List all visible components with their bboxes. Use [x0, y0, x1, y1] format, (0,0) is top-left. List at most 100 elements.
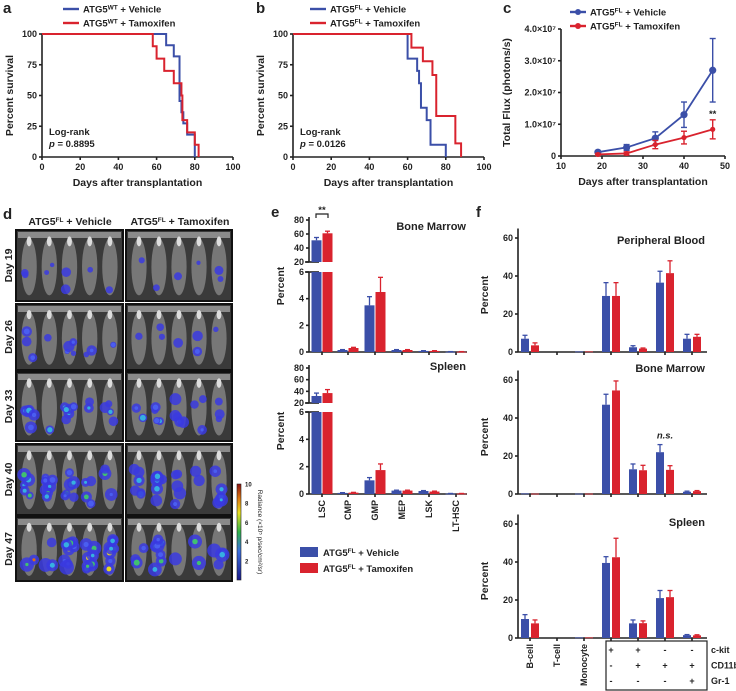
- mouse-head: [216, 522, 222, 532]
- marker-sign: +: [635, 661, 640, 671]
- x-tick-label: 40: [679, 161, 689, 171]
- signal-hotspot: [30, 355, 36, 361]
- mouse-head: [26, 236, 32, 247]
- data-point: [681, 134, 687, 141]
- bar: [629, 347, 637, 352]
- signal-hotspot: [196, 560, 202, 566]
- marker-name: c-kit: [711, 645, 730, 655]
- signal-hotspot: [25, 562, 29, 567]
- mouse-head: [26, 309, 32, 320]
- y-tick-label: 100: [273, 29, 288, 39]
- bar: [311, 272, 322, 352]
- panel-title: Bone Marrow: [396, 221, 466, 233]
- mouse-head: [196, 450, 202, 461]
- y-tick-label: 60: [503, 375, 513, 385]
- bar: [683, 338, 691, 352]
- mouse: [102, 311, 118, 365]
- y-tick-label: 6: [299, 407, 304, 417]
- legend-swatch: [300, 563, 318, 573]
- bar: [337, 350, 348, 352]
- image-tamoxifen-day-19: [125, 229, 233, 302]
- marker-sign: +: [689, 661, 694, 671]
- bar: [364, 480, 375, 494]
- bioluminescence-signal: [190, 465, 202, 477]
- signal-hotspot: [219, 498, 223, 502]
- bioluminescence-signal: [133, 466, 145, 478]
- cage-bar: [18, 374, 121, 380]
- row-label-day: Day 19: [3, 248, 15, 282]
- mouse: [102, 452, 118, 510]
- signal-hotspot: [32, 558, 36, 562]
- mouse-head: [136, 378, 142, 388]
- cage-bar: [18, 306, 121, 312]
- mouse: [21, 238, 37, 296]
- cage-bar: [128, 232, 230, 238]
- mouse: [41, 238, 57, 296]
- bioluminescence-signal: [193, 474, 205, 487]
- y-tick-label: 0: [32, 152, 37, 162]
- colorbar-tick-label: 10: [245, 483, 252, 489]
- signal-hotspot: [27, 493, 32, 498]
- bioluminescence-signal: [138, 257, 145, 264]
- mouse: [82, 311, 98, 365]
- bar: [429, 491, 440, 494]
- signal-hotspot: [158, 552, 164, 558]
- data-point: [595, 151, 601, 158]
- bioluminescence-signal: [59, 560, 74, 575]
- marker-sign: +: [635, 645, 640, 655]
- signal-hotspot: [90, 553, 95, 558]
- significance-label: **: [709, 109, 717, 120]
- y-tick-label: 20: [503, 451, 513, 461]
- legend-label: ATG5WT + Vehicle: [83, 4, 161, 16]
- chart-a-survival: 0 20 40 60 80 100 0 25 50 75 100 Days after transpl…: [4, 4, 241, 189]
- mouse-head: [26, 378, 32, 388]
- bioluminescence-signal: [158, 333, 165, 340]
- signal-hotspot: [22, 488, 27, 493]
- signal-hotspot: [139, 414, 146, 421]
- annotation-test: Log-rank: [300, 127, 341, 138]
- legend-label: ATG5WT + Tamoxifen: [83, 18, 176, 30]
- bar: [311, 412, 322, 494]
- image-tamoxifen-day-26: [125, 303, 233, 371]
- chart-f-lineages: 0 20 40 60 Peripheral Blood Percent 0 20 40 60 Bon…: [479, 228, 736, 691]
- mouse-head: [46, 522, 52, 532]
- bioluminescence-signal: [192, 330, 203, 342]
- bar: [575, 351, 583, 353]
- bar: [337, 492, 348, 494]
- signal-hotspot: [158, 558, 164, 564]
- mouse-head: [46, 309, 52, 320]
- y-tick-label: 75: [27, 60, 37, 70]
- bar: [683, 635, 691, 638]
- bioluminescence-signal: [87, 266, 94, 273]
- y-tick-label: 80: [294, 363, 304, 373]
- chart-b-survival: 0 20 40 60 80 100 0 25 50 75 100 Days after transpl…: [255, 4, 492, 189]
- bar: [585, 351, 593, 353]
- bar: [629, 469, 637, 494]
- cage-bar: [128, 306, 230, 312]
- y-tick-label: 60: [503, 519, 513, 529]
- bar: [602, 562, 610, 638]
- bar: [575, 493, 583, 495]
- y-axis-label: Percent: [479, 417, 491, 456]
- signal-hotspot: [219, 487, 224, 492]
- legend-label: ATG5FL + Vehicle: [330, 4, 406, 16]
- signal-hotspot: [110, 538, 115, 544]
- y-axis-label: Percent: [479, 561, 491, 600]
- chart-c-total-flux: 10 20 30 40 50 0 1.0×10⁷ 2.0×10⁷ 3.0×10⁷ 4.0×10⁷ D…: [501, 7, 730, 188]
- image-tamoxifen-day-47: [125, 516, 233, 582]
- mouse-head: [196, 378, 202, 388]
- annotation-test: Log-rank: [49, 127, 90, 138]
- bioluminescence-signal: [169, 393, 182, 406]
- mouse-head: [46, 378, 52, 388]
- colorbar-tick-label: 6: [245, 521, 249, 527]
- mouse-head: [156, 309, 162, 320]
- bar-panel-spleen: 0 20 40 60 Spleen Percent: [479, 514, 707, 643]
- signal-hotspot: [43, 478, 48, 483]
- y-axis-label: Percent: [275, 266, 287, 305]
- signal-hotspot: [71, 480, 76, 485]
- y-tick-label: 0: [283, 152, 288, 162]
- bioluminescence-signal: [152, 284, 160, 292]
- mouse-head: [156, 450, 162, 461]
